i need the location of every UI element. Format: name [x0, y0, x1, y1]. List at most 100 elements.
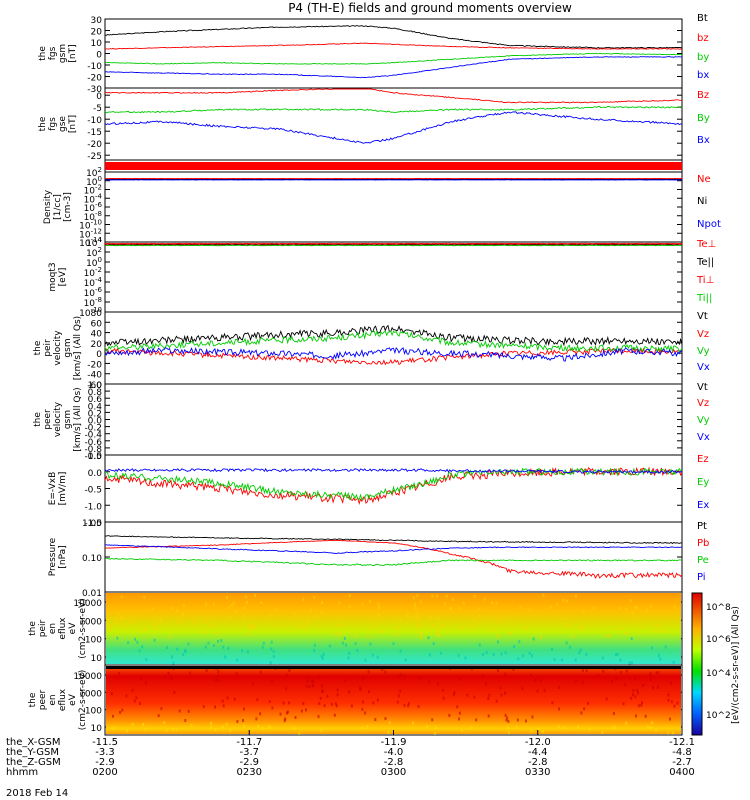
spectrogram-cell — [216, 674, 219, 678]
spectrogram-cell — [359, 687, 362, 691]
spectrogram-cell — [636, 688, 639, 692]
spectrogram-cell — [564, 617, 567, 621]
spectrogram-cell — [202, 630, 205, 634]
spectrogram-cell — [354, 642, 357, 646]
spectrogram-cell — [406, 613, 409, 617]
spectrogram-cell — [438, 628, 441, 632]
y-tick-label: 0.01 — [82, 589, 102, 599]
spectrogram-cell — [279, 712, 282, 716]
panel: 0 -5 -10 -15 -20 -25 the fgs gse [nT] Bz By Bx — [38, 87, 710, 162]
spectrogram-cell — [361, 676, 364, 680]
spectrogram-cell — [335, 632, 338, 636]
y-axis-label: gse — [58, 116, 68, 132]
spectrogram-cell — [543, 688, 546, 692]
y-tick-label: -40 — [87, 371, 102, 381]
spectrogram-cell — [632, 689, 635, 693]
legend-entry: Vz — [697, 398, 709, 409]
spectrogram-cell — [495, 601, 498, 605]
legend-entry: Bz — [697, 90, 709, 101]
spectrogram-cell — [634, 695, 637, 699]
spectrogram-cell — [151, 607, 154, 611]
spectrogram-cell — [243, 606, 246, 610]
spectrogram-cell — [367, 635, 370, 639]
spectrogram-cell — [407, 704, 410, 708]
y-tick-label: 0.5 — [88, 452, 102, 462]
spectrogram-cell — [528, 608, 531, 612]
spectrogram-cell — [525, 625, 528, 629]
spectrogram-cell — [431, 594, 434, 598]
spectrogram-cell — [470, 726, 473, 730]
spectrogram-cell — [371, 626, 374, 630]
spectrogram-cell — [581, 680, 584, 684]
legend-entry: Te|| — [696, 257, 714, 268]
spectrogram-cell — [577, 725, 580, 729]
spectrogram-gap — [106, 666, 681, 669]
spectrogram-cell — [504, 651, 507, 655]
legend-entry: Pe — [697, 555, 709, 566]
legend-entry: Npot — [697, 219, 721, 230]
spectrogram-cell — [251, 682, 254, 686]
y-axis-label: gsm — [58, 44, 68, 63]
spectrogram-cell — [583, 707, 586, 711]
spectrogram-cell — [549, 605, 552, 609]
y-axis-label: E=-VxB — [48, 472, 58, 506]
spectrogram-cell — [235, 672, 238, 676]
spectrogram-cell — [243, 707, 246, 711]
spectrogram-cell — [445, 594, 448, 598]
spectrogram-cell — [673, 704, 676, 708]
spectrogram-cell — [229, 615, 232, 619]
spectrogram-cell — [634, 677, 637, 681]
y-tick-label: 60 — [91, 319, 103, 329]
spectrogram-cell — [537, 727, 540, 731]
y-tick-label: -1.5 — [84, 519, 102, 529]
spectrogram-cell — [395, 632, 398, 636]
spectrogram-cell — [255, 717, 258, 721]
y-tick-label: -20 — [87, 360, 102, 370]
spectrogram-cell — [341, 623, 344, 627]
legend-entry: Pb — [697, 538, 709, 549]
spectrogram-cell — [434, 731, 437, 735]
spectrogram-cell — [364, 711, 367, 715]
spectrogram-cell — [512, 667, 515, 671]
legend-entry: Ex — [697, 500, 709, 511]
spectrogram-cell — [630, 637, 633, 641]
spectrogram-cell — [361, 726, 364, 730]
spectrogram-cell — [262, 641, 265, 645]
y-axis-label: the — [28, 621, 38, 636]
spectrogram-cell — [614, 653, 617, 657]
spectrogram-cell — [384, 717, 387, 721]
spectrogram-cell — [312, 684, 315, 688]
spectrogram-cell — [178, 709, 181, 713]
spectrogram-cell — [551, 701, 554, 705]
x-axis-labels: the_X-GSM -11.5 -11.7 -11.9 -12.0 -12.1 the_Y-… — [6, 730, 695, 778]
spectrogram-cell — [488, 693, 491, 697]
y-tick-label: -1.0 — [84, 452, 102, 462]
spectrogram-cell — [307, 675, 310, 679]
spectrogram-cell — [574, 594, 577, 598]
spectrogram-cell — [302, 597, 305, 601]
spectrogram-cell — [657, 671, 660, 675]
spectrogram-cell — [336, 693, 339, 697]
spectrogram-cell — [416, 593, 419, 597]
y-tick-label: 0.0 — [88, 469, 103, 479]
spectrogram-cell — [551, 647, 554, 651]
spectrogram-cell — [676, 701, 679, 705]
spectrogram-cell — [485, 651, 488, 655]
spectrogram-cell — [344, 679, 347, 683]
spectrogram-cell — [118, 671, 121, 675]
spectrogram-cell — [637, 704, 640, 708]
y-axis-label: Pressure — [48, 537, 58, 576]
y-axis-label: [km/s] (All Qs) — [73, 316, 83, 380]
spectrogram-cell — [233, 697, 236, 701]
spectrogram-cell — [311, 679, 314, 683]
spectrogram-cell — [192, 619, 195, 623]
y-tick-label: 80 — [91, 309, 103, 319]
spectrogram-cell — [343, 636, 346, 640]
spectrogram-cell — [513, 645, 516, 649]
spectrogram-cell — [542, 593, 545, 597]
spectrogram-cell — [120, 616, 123, 620]
spectrogram-cell — [260, 601, 263, 605]
spectrogram-cell — [667, 731, 670, 735]
spectrogram-cell — [339, 632, 342, 636]
